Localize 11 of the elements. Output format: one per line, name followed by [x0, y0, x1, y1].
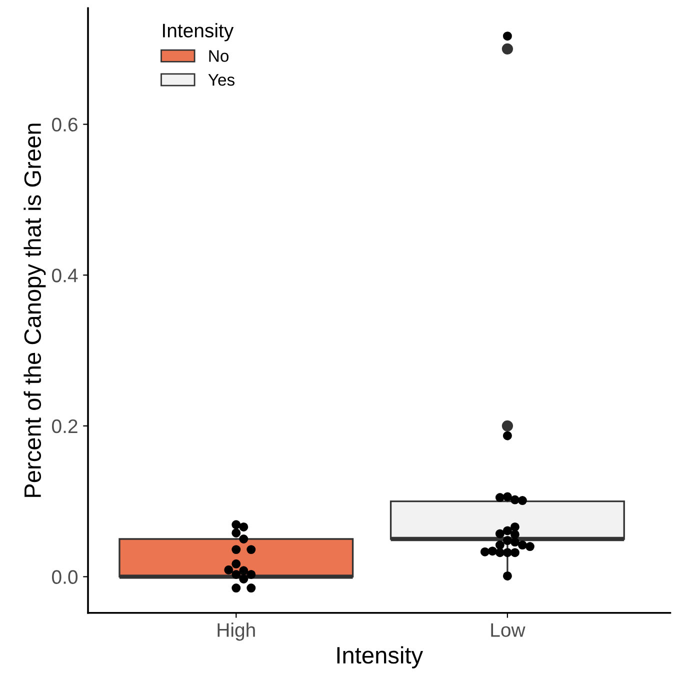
x-axis-title: Intensity [163, 23, 234, 42]
x-tick-label: Low [491, 623, 526, 637]
legend-label: Yes [208, 74, 234, 86]
y-tick-label: 0.4 [52, 268, 78, 282]
legend-title: Intensity [337, 646, 424, 668]
y-axis-title: Percent of the Canopy that is Green [24, 124, 46, 497]
legend-label: No [209, 50, 229, 62]
y-tick-label: 0.6 [52, 118, 78, 132]
y-tick-label: 0.0 [52, 570, 78, 584]
x-tick-label: High [218, 622, 255, 641]
y-tick-label: 0.2 [52, 419, 78, 434]
